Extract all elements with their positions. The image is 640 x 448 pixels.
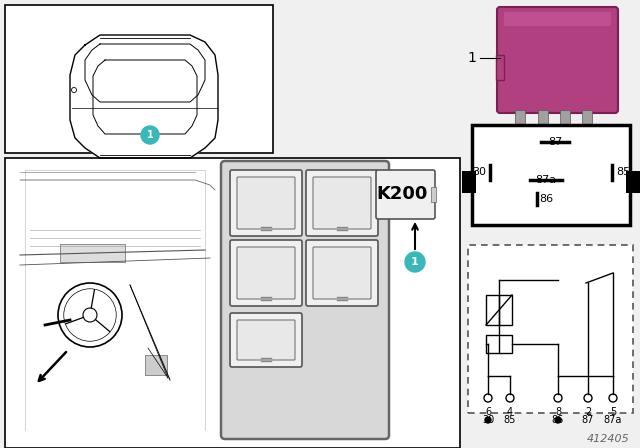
FancyBboxPatch shape (306, 240, 378, 306)
Text: 6: 6 (485, 407, 491, 417)
Circle shape (485, 417, 491, 423)
Bar (538, 110, 548, 132)
FancyBboxPatch shape (313, 177, 371, 229)
FancyBboxPatch shape (230, 313, 302, 367)
Polygon shape (70, 35, 218, 158)
Text: 86: 86 (539, 194, 553, 204)
Text: 87a: 87a (604, 415, 622, 425)
Bar (145, 355, 167, 375)
Text: 87a: 87a (536, 175, 557, 185)
Circle shape (72, 87, 77, 92)
Bar (12, 168, 222, 440)
Bar (486, 295, 512, 325)
Bar (5, 5, 273, 153)
Text: 1: 1 (467, 51, 476, 65)
FancyBboxPatch shape (497, 7, 618, 113)
Circle shape (555, 417, 561, 423)
FancyBboxPatch shape (504, 12, 611, 26)
FancyBboxPatch shape (237, 247, 295, 299)
FancyBboxPatch shape (230, 240, 302, 306)
Text: 30: 30 (472, 167, 486, 177)
Text: 87: 87 (548, 137, 562, 147)
Bar (462, 171, 476, 193)
Bar (486, 335, 512, 353)
Bar (468, 245, 633, 413)
Bar (60, 244, 125, 262)
Bar (472, 125, 630, 225)
Text: 1: 1 (147, 130, 154, 140)
FancyBboxPatch shape (230, 170, 302, 236)
FancyBboxPatch shape (237, 320, 295, 360)
Text: 2: 2 (585, 407, 591, 417)
FancyBboxPatch shape (306, 170, 378, 236)
Text: 412405: 412405 (588, 434, 630, 444)
Text: 85: 85 (616, 167, 630, 177)
Circle shape (609, 394, 617, 402)
Circle shape (141, 126, 159, 144)
Bar (496, 55, 504, 80)
Circle shape (64, 289, 116, 341)
FancyBboxPatch shape (221, 161, 389, 439)
Bar (582, 110, 592, 132)
Text: 4: 4 (507, 407, 513, 417)
Bar (5, 158, 460, 448)
Text: 5: 5 (610, 407, 616, 417)
Circle shape (58, 283, 122, 347)
Bar (515, 110, 525, 132)
Circle shape (506, 394, 514, 402)
FancyBboxPatch shape (313, 247, 371, 299)
Text: 30: 30 (482, 415, 494, 425)
Bar (626, 171, 640, 193)
Text: K200: K200 (376, 185, 428, 203)
Circle shape (405, 252, 425, 272)
Bar (560, 110, 570, 132)
Text: 8: 8 (555, 407, 561, 417)
Circle shape (584, 394, 592, 402)
Text: 85: 85 (504, 415, 516, 425)
Bar (431, 187, 436, 202)
Circle shape (554, 394, 562, 402)
Text: 1: 1 (411, 257, 419, 267)
FancyBboxPatch shape (376, 170, 435, 219)
Text: 86: 86 (552, 415, 564, 425)
Circle shape (83, 308, 97, 322)
FancyBboxPatch shape (237, 177, 295, 229)
Text: 87: 87 (582, 415, 594, 425)
Circle shape (484, 394, 492, 402)
